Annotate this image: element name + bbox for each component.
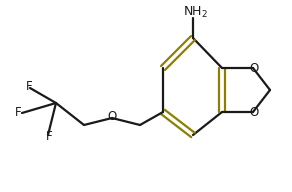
Text: O: O (107, 111, 117, 123)
Text: F: F (26, 80, 32, 94)
Text: O: O (249, 61, 259, 74)
Text: O: O (249, 105, 259, 118)
Text: F: F (46, 129, 52, 142)
Text: NH$_2$: NH$_2$ (182, 4, 208, 20)
Text: F: F (15, 107, 21, 119)
